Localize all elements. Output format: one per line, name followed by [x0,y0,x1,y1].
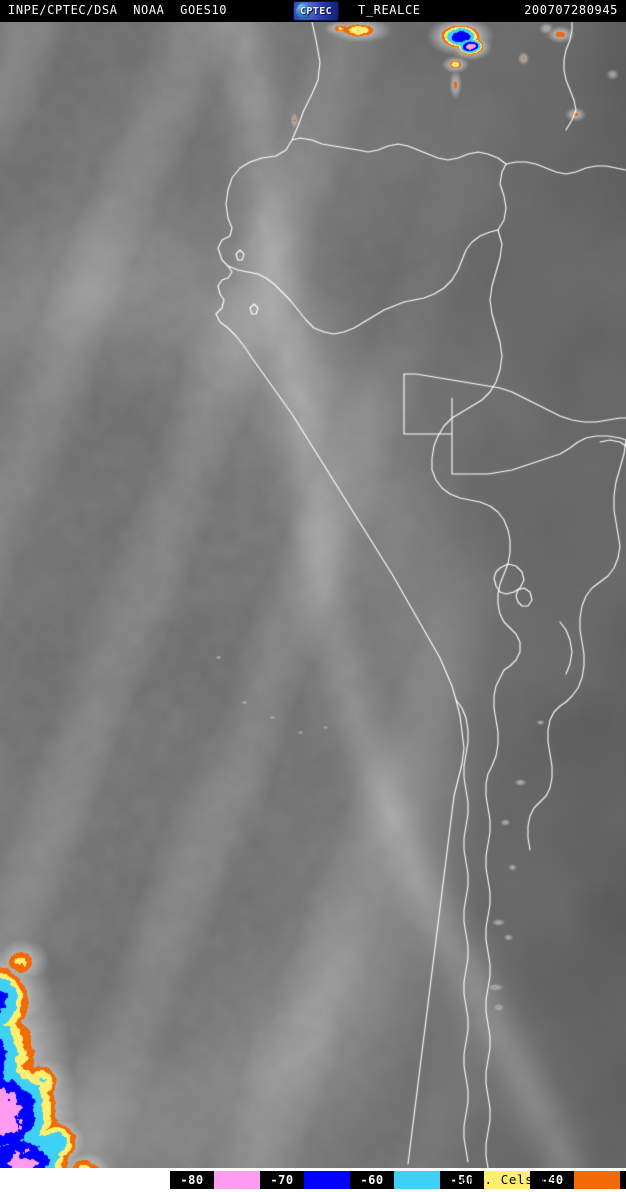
legend-swatch-minus60 [394,1171,440,1189]
legend-scale: -80 -70 -60 -50 -40 -30 [170,1171,626,1189]
satellite-image [0,22,626,1168]
product-label: T_REALCE [358,3,421,17]
legend-swatch-minus70 [304,1171,350,1189]
legend-bar: -80 -70 -60 -50 -40 -30 Temp. Celsius [0,1168,626,1192]
legend-tick-minus60: -60 [350,1171,394,1189]
header-bar: INPE/CPTEC/DSA NOAA GOES10 CPTEC T_REALC… [0,0,626,22]
cptec-logo: CPTEC [293,1,339,21]
legend-swatch-minus50 [484,1171,530,1189]
legend-tick-minus70: -70 [260,1171,304,1189]
satellite-canvas [0,22,626,1168]
legend-tick-minus40: -40 [530,1171,574,1189]
legend-tick-minus80: -80 [170,1171,214,1189]
legend-units-label: Temp. Celsius [452,1172,558,1187]
legend-tick-minus30: -30 [620,1171,626,1189]
timestamp-label: 200707280945 [524,3,618,17]
cptec-logo-text: CPTEC [299,5,333,17]
legend-swatch-minus40 [574,1171,620,1189]
legend-tick-minus50: -50 [440,1171,484,1189]
source-label: INPE/CPTEC/DSA NOAA GOES10 [8,3,228,17]
globe-icon [296,3,312,19]
legend-swatch-minus80 [214,1171,260,1189]
